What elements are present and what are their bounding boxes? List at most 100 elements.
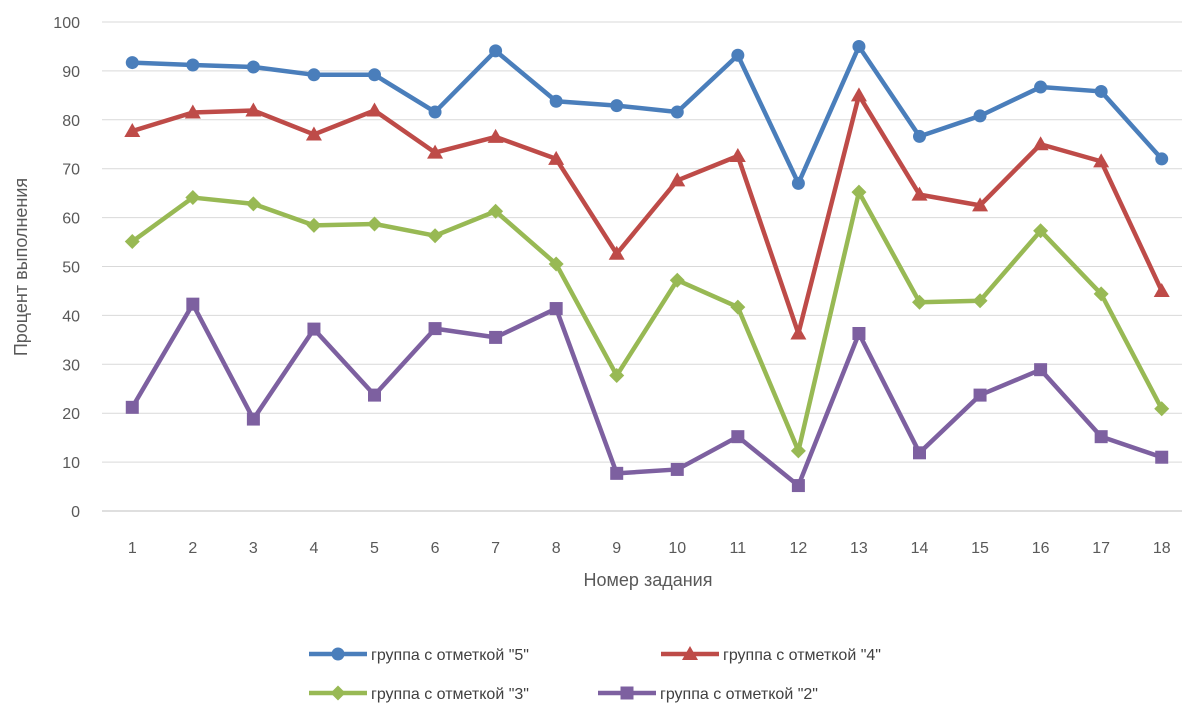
data-point (1153, 282, 1170, 297)
data-point (427, 228, 443, 244)
data-point (790, 443, 806, 459)
data-point (610, 99, 624, 113)
y-tick-label: 40 (62, 308, 80, 325)
data-point (1032, 136, 1049, 151)
legend-label: группа с отметкой "3" (371, 686, 529, 703)
data-point (186, 58, 200, 72)
legend: группа с отметкой "5" группа с отметкой "… (309, 646, 881, 703)
legend-label: группа с отметкой "4" (723, 647, 881, 664)
data-point (428, 105, 442, 119)
data-point (1155, 450, 1169, 464)
series-line (130, 189, 1164, 454)
data-point (487, 128, 504, 143)
gridlines (102, 21, 1182, 512)
y-tick-label: 100 (53, 15, 80, 32)
x-tick-label: 2 (188, 540, 197, 557)
legend-marker (331, 647, 345, 661)
legend-item-1: группа с отметкой "5" (309, 647, 529, 664)
data-point (729, 147, 746, 162)
data-point (669, 172, 686, 187)
x-tick-label: 8 (552, 540, 561, 557)
legend-item-4: группа с отметкой "2" (598, 686, 818, 703)
series-2 (124, 87, 1170, 340)
data-point (124, 123, 141, 138)
data-point (489, 330, 503, 344)
data-point (305, 126, 322, 141)
series-3 (124, 184, 1170, 459)
data-point (913, 446, 926, 460)
data-point (731, 430, 745, 444)
data-point (1094, 84, 1108, 98)
y-tick-label: 0 (71, 504, 80, 521)
data-point (972, 293, 988, 309)
data-point (670, 462, 684, 476)
data-point (428, 322, 442, 336)
series-4 (125, 297, 1169, 493)
data-point (609, 368, 625, 384)
x-tick-label: 3 (249, 540, 258, 557)
data-point (186, 297, 200, 311)
x-tick-label: 17 (1092, 540, 1110, 557)
data-point (912, 294, 927, 310)
data-point (1093, 153, 1110, 168)
data-point (368, 68, 381, 82)
data-point (367, 216, 382, 232)
data-point (850, 87, 867, 102)
y-tick-labels: 0 10 20 30 40 50 60 70 80 90 100 (53, 15, 80, 521)
data-point (184, 104, 201, 119)
legend-label: группа с отметкой "5" (371, 647, 529, 664)
y-tick-label: 30 (62, 357, 80, 374)
y-axis-title: Процент выполнения (11, 178, 31, 356)
data-point (125, 56, 139, 70)
data-point (851, 184, 867, 200)
data-point (670, 105, 684, 119)
y-tick-label: 50 (62, 260, 80, 277)
data-point (610, 466, 624, 480)
data-point (125, 400, 139, 414)
x-tick-label: 7 (491, 540, 500, 557)
data-point (246, 60, 260, 74)
series-line (130, 301, 1164, 488)
data-point (307, 68, 321, 82)
data-point (972, 197, 989, 212)
data-point (549, 302, 563, 316)
x-tick-label: 10 (668, 540, 686, 557)
y-tick-label: 60 (62, 211, 80, 228)
data-point (489, 44, 503, 58)
data-point (791, 176, 805, 190)
data-point (911, 186, 928, 201)
x-tick-label: 5 (370, 540, 379, 557)
data-point (185, 190, 201, 206)
data-point (731, 48, 745, 62)
data-point (791, 479, 805, 493)
data-point (366, 102, 383, 117)
data-point (245, 196, 261, 212)
x-tick-label: 13 (850, 540, 868, 557)
data-point (1033, 223, 1049, 239)
data-point (368, 388, 381, 402)
data-point (306, 217, 322, 233)
data-point (307, 322, 321, 336)
legend-item-2: группа с отметкой "4" (661, 646, 881, 664)
x-tick-label: 1 (128, 540, 137, 557)
legend-label: группа с отметкой "2" (660, 686, 818, 703)
data-point (730, 299, 746, 315)
legend-marker (620, 686, 634, 700)
data-point (852, 326, 866, 340)
x-tick-label: 11 (730, 540, 747, 557)
x-tick-label: 6 (431, 540, 440, 557)
y-tick-label: 90 (62, 64, 80, 81)
series-layer (124, 39, 1170, 493)
data-point (124, 234, 140, 250)
data-point (1034, 363, 1048, 377)
legend-marker (330, 685, 346, 701)
data-point (488, 203, 504, 219)
y-tick-label: 80 (62, 113, 80, 130)
y-tick-label: 10 (62, 455, 80, 472)
data-point (1155, 152, 1169, 166)
x-tick-label: 16 (1032, 540, 1050, 557)
x-tick-label: 4 (309, 540, 318, 557)
x-tick-label: 9 (612, 540, 621, 557)
x-tick-label: 12 (789, 540, 807, 557)
